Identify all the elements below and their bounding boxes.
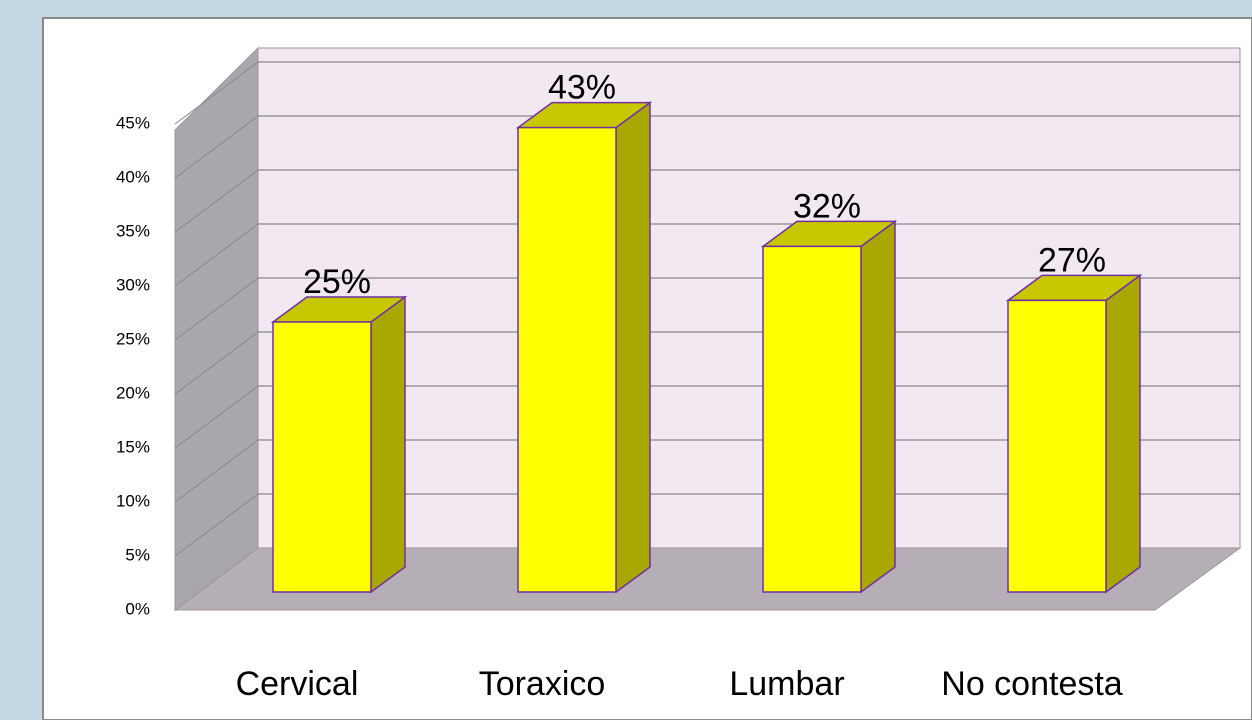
side-wall (174, 46, 259, 611)
grid-line-side (174, 439, 259, 503)
y-tick-label: 10% (116, 491, 150, 510)
bar (272, 321, 372, 593)
value-label: 27% (1038, 241, 1106, 279)
bar (1007, 299, 1107, 593)
bar (517, 126, 617, 593)
bar-side (860, 219, 896, 594)
grid-line-side (174, 169, 259, 233)
grid-line-side (174, 385, 259, 449)
grid-line-side (174, 223, 259, 287)
y-tick-label: 15% (116, 437, 150, 456)
grid-line-side (174, 331, 259, 395)
bar-side (370, 295, 406, 594)
y-tick-label: 25% (116, 329, 150, 348)
bar (762, 245, 862, 593)
y-tick-label: 5% (125, 545, 150, 564)
bar-side (1105, 273, 1141, 594)
value-label: 25% (303, 263, 371, 301)
x-tick-label: Toraxico (479, 665, 606, 703)
grid-line-side (174, 61, 259, 125)
grid-line-side (174, 493, 259, 557)
y-tick-label: 0% (125, 599, 150, 618)
y-tick-label: 40% (116, 167, 150, 186)
y-tick-label: 45% (116, 113, 150, 132)
y-tick-label: 30% (116, 275, 150, 294)
floor (173, 547, 1242, 611)
x-tick-label: No contesta (941, 665, 1123, 703)
grid-line-side (174, 277, 259, 341)
grid-line-side (174, 115, 259, 179)
y-tick-label: 20% (116, 383, 150, 402)
x-tick-label: Lumbar (729, 665, 844, 703)
y-tick-label: 35% (116, 221, 150, 240)
value-label: 32% (793, 187, 861, 225)
value-label: 43% (548, 69, 616, 107)
bar-side (615, 101, 651, 594)
x-tick-label: Cervical (236, 665, 359, 703)
